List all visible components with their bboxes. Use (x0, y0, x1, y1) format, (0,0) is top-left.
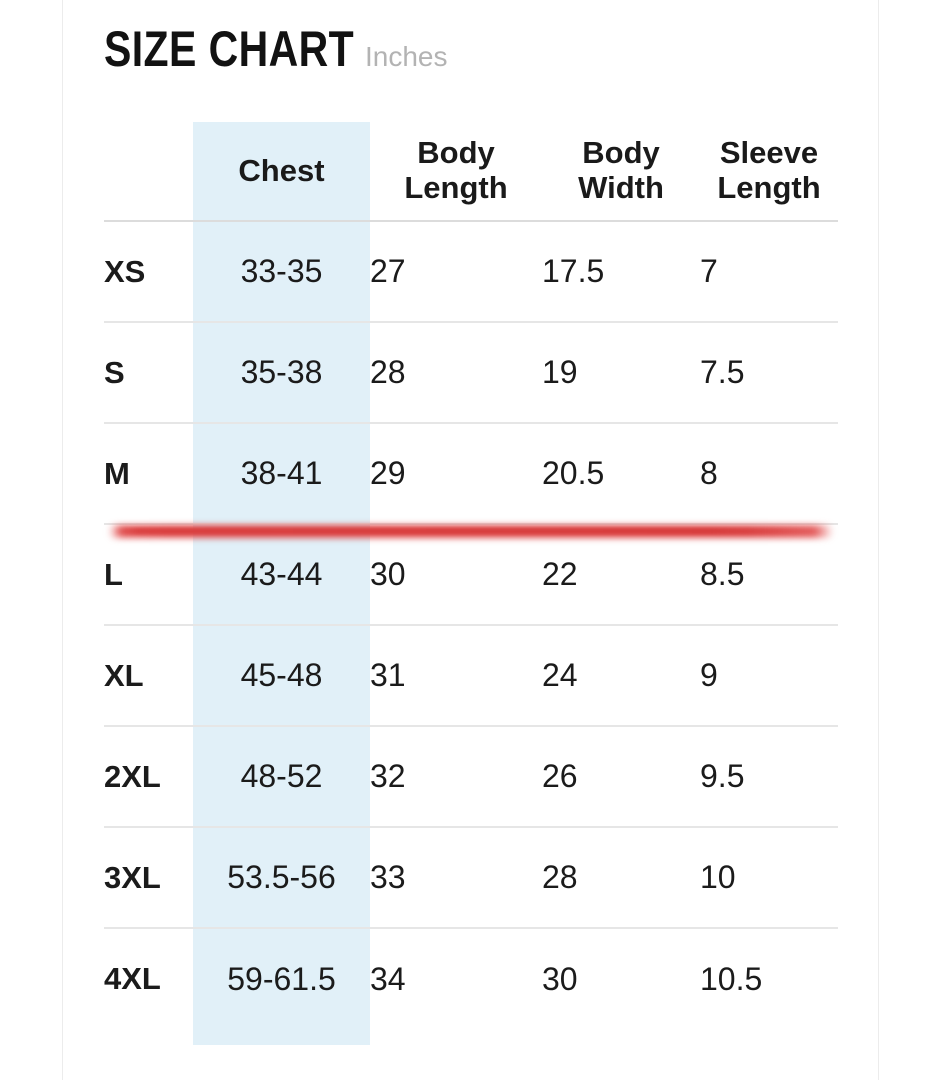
cell-body-width: 26 (542, 726, 700, 828)
cell-body-length: 28 (370, 322, 542, 424)
header-sleeve-length-line1: Sleeve (719, 135, 819, 171)
header-row: Chest Body Length Body Width Sleeve Leng… (104, 122, 838, 222)
page-left-edge (62, 0, 63, 1080)
cell-sleeve-length: 9.5 (700, 726, 838, 828)
cell-size: 4XL (104, 961, 161, 996)
cell-sleeve-length: 10 (700, 827, 838, 929)
cell-body-length: 29 (370, 423, 542, 525)
cell-body-length: 30 (370, 524, 542, 626)
cell-chest: 38-41 (193, 423, 370, 525)
title-unit-label: Inches (365, 41, 448, 72)
header-size (104, 122, 193, 222)
cell-sleeve-length: 8 (700, 423, 838, 525)
cell-sleeve-length: 9 (700, 625, 838, 727)
header-body-width: Body Width (542, 122, 700, 222)
cell-sleeve-length: 10.5 (700, 960, 763, 997)
cell-body-width: 19 (542, 322, 700, 424)
header-body-length-line1: Body (417, 135, 495, 171)
cell-size: XL (104, 625, 193, 727)
table-row: L 43-44 30 22 8.5 (104, 524, 838, 626)
cell-size: L (104, 524, 193, 626)
cell-size: 3XL (104, 827, 193, 929)
cell-sleeve-length: 8.5 (700, 524, 838, 626)
table-header: Chest Body Length Body Width Sleeve Leng… (104, 122, 838, 222)
cell-chest: 53.5-56 (193, 827, 370, 929)
table-row: M 38-41 29 20.5 8 (104, 423, 838, 525)
header-sleeve-length-line2: Length (717, 170, 821, 205)
cell-body-length: 34 (370, 960, 406, 997)
size-chart-table: Chest Body Length Body Width Sleeve Leng… (104, 122, 838, 1029)
cell-body-width: 24 (542, 625, 700, 727)
cell-body-length: 27 (370, 221, 542, 323)
cell-body-length: 33 (370, 827, 542, 929)
cell-chest: 48-52 (193, 726, 370, 828)
cell-sleeve-length: 7 (700, 221, 838, 323)
header-chest-line1: Chest (238, 152, 325, 188)
page-title: SIZE CHART Inches (104, 24, 448, 74)
table-row: 3XL 53.5-56 33 28 10 (104, 827, 838, 929)
cell-chest: 43-44 (193, 524, 370, 626)
cell-size: M (104, 423, 193, 525)
cell-chest: 59-61.5 (227, 960, 336, 997)
table-row: 2XL 48-52 32 26 9.5 (104, 726, 838, 828)
cell-body-width: 30 (542, 960, 578, 997)
table-row: XL 45-48 31 24 9 (104, 625, 838, 727)
cell-chest: 45-48 (193, 625, 370, 727)
table-row: XS 33-35 27 17.5 7 (104, 221, 838, 323)
page-right-edge (878, 0, 879, 1080)
cell-sleeve-length: 7.5 (700, 322, 838, 424)
table-row: S 35-38 28 19 7.5 (104, 322, 838, 424)
cell-size: XS (104, 221, 193, 323)
cell-body-width: 22 (542, 524, 700, 626)
cell-chest: 35-38 (193, 322, 370, 424)
table-row: 4XL 59-61.5 34 30 10.5 (104, 928, 838, 1029)
cell-body-width: 20.5 (542, 423, 700, 525)
cell-chest: 33-35 (193, 221, 370, 323)
cell-size: S (104, 322, 193, 424)
header-body-length: Body Length (370, 122, 542, 222)
cell-size: 2XL (104, 726, 193, 828)
header-body-width-line1: Body (582, 135, 660, 171)
header-body-width-line2: Width (578, 170, 664, 205)
cell-body-width: 28 (542, 827, 700, 929)
header-chest: Chest (193, 122, 370, 222)
cell-body-width: 17.5 (542, 221, 700, 323)
cell-body-length: 31 (370, 625, 542, 727)
header-sleeve-length: Sleeve Length (700, 122, 838, 222)
table-body: XS 33-35 27 17.5 7 S 35-38 28 19 7.5 M 3… (104, 221, 838, 1029)
header-body-length-line2: Length (404, 170, 508, 205)
cell-body-length: 32 (370, 726, 542, 828)
title-text: SIZE CHART (104, 21, 355, 77)
